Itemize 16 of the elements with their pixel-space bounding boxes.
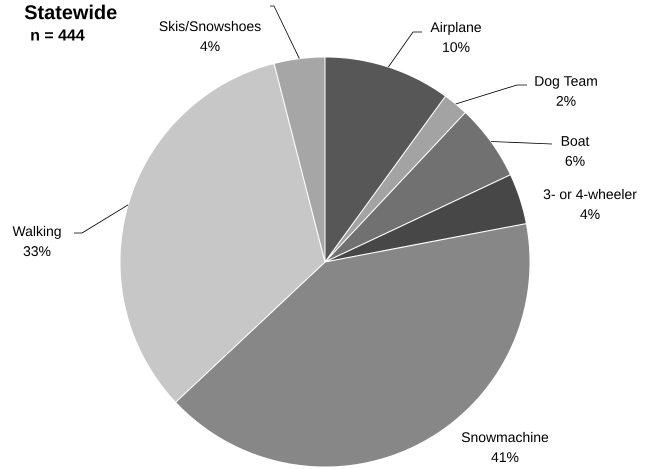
slice-label: Walking (12, 226, 61, 239)
slice-label: 3- or 4-wheeler (544, 188, 637, 200)
text: n = 444 (31, 30, 85, 40)
chart-title: Statewide (24, 4, 117, 20)
data-label: 10% (443, 42, 470, 52)
data-label: 4% (200, 41, 220, 52)
slice-label: Airplane (430, 22, 481, 35)
data-label: 4% (580, 209, 600, 220)
slice-label: Snowmachine (462, 432, 548, 442)
slice-label: Skis/Snowshoes (159, 20, 261, 32)
data-label: 41% (491, 452, 518, 462)
data-label: 33% (24, 246, 50, 256)
slice-label: Dog Team (535, 76, 597, 89)
data-label: 2% (556, 96, 576, 106)
slice-label: Boat (562, 136, 590, 146)
data-label: 6% (566, 156, 585, 166)
